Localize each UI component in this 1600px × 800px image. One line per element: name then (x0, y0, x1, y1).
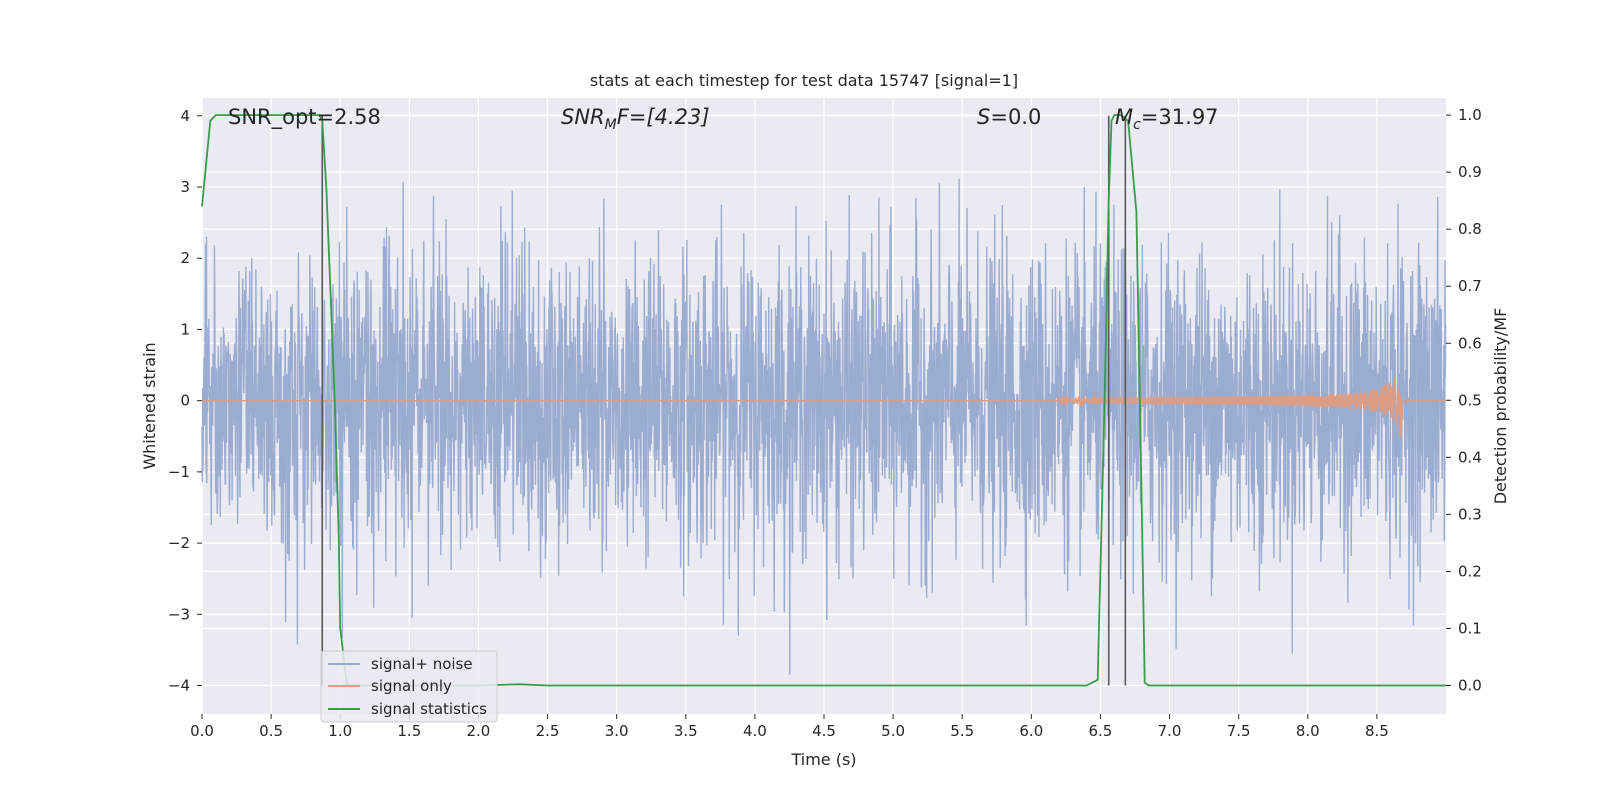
legend-label-noise: signal+ noise (371, 655, 473, 673)
x-tick-label-12: 6.0 (1019, 722, 1043, 740)
legend-label-signal: signal only (371, 677, 452, 695)
y-axis-ticks: 4 3 2 1 0 −1 −2 −3 −4 (168, 107, 202, 695)
y2-tick-label-8: 0.2 (1458, 562, 1482, 580)
y2-tick-label-7: 0.3 (1458, 505, 1482, 523)
x-tick-label-14: 7.0 (1158, 722, 1182, 740)
x-tick-label-17: 8.5 (1365, 722, 1389, 740)
chart-title: stats at each timestep for test data 157… (590, 71, 1018, 90)
y-axis-label: Whitened strain (140, 342, 159, 469)
y-tick-label-5: −1 (168, 463, 190, 481)
legend-label-stats: signal statistics (371, 700, 487, 718)
x-axis-label: Time (s) (790, 750, 856, 769)
noise-trace (201, 178, 1447, 675)
x-tick-label-3: 1.5 (397, 722, 421, 740)
y2-tick-label-9: 0.1 (1458, 619, 1482, 637)
x-tick-label-9: 4.5 (812, 722, 836, 740)
y-tick-label-3: 1 (180, 320, 190, 338)
y-tick-label-7: −3 (168, 605, 190, 623)
y2-tick-label-2: 0.8 (1458, 220, 1482, 238)
annotation-s: S=0.0 (977, 105, 1041, 129)
x-tick-label-8: 4.0 (743, 722, 767, 740)
x-tick-label-0: 0.0 (190, 722, 214, 740)
y2-tick-label-10: 0.0 (1458, 676, 1482, 694)
series-signal-only (202, 378, 1446, 440)
annotation-snr-mf: SNRMF=[4.23] (561, 105, 710, 133)
y2-axis-ticks: 1.0 0.9 0.8 0.7 0.6 0.5 0.4 0.3 0.2 0.1 0.0 (1446, 106, 1482, 694)
x-tick-label-4: 2.0 (467, 722, 491, 740)
y-tick-label-1: 3 (180, 178, 190, 196)
x-tick-label-7: 3.5 (674, 722, 698, 740)
legend: signal+ noise signal only signal statist… (320, 650, 498, 723)
x-tick-label-6: 3.0 (605, 722, 629, 740)
y2-tick-label-3: 0.7 (1458, 277, 1482, 295)
annotation-snr-opt: SNR_opt=2.58 (228, 105, 381, 130)
y2-tick-label-5: 0.5 (1458, 391, 1482, 409)
y-tick-label-4: 0 (180, 392, 190, 410)
y2-tick-label-0: 1.0 (1458, 106, 1482, 124)
series-signal-noise (201, 178, 1447, 675)
x-tick-label-10: 5.0 (881, 722, 905, 740)
y-tick-label-0: 4 (180, 107, 190, 125)
annotation-mc: Mc=31.97 (1115, 105, 1219, 133)
x-tick-label-1: 0.5 (259, 722, 283, 740)
x-axis-ticks: 0.0 0.5 1.0 1.5 2.0 2.5 3.0 3.5 4.0 4.5 5.0 5.5 6.0 6… (190, 714, 1389, 740)
signal-trace (202, 378, 1446, 440)
legend-box (320, 650, 498, 723)
series-signal-statistics (201, 114, 1446, 687)
y-tick-label-2: 2 (180, 249, 190, 267)
x-tick-label-13: 6.5 (1089, 722, 1113, 740)
y-tick-label-8: −4 (168, 677, 190, 695)
y-tick-label-6: −2 (168, 534, 190, 552)
y2-tick-label-4: 0.6 (1458, 334, 1482, 352)
x-tick-label-11: 5.5 (950, 722, 974, 740)
y2-tick-label-6: 0.4 (1458, 448, 1482, 466)
statistics-trace (201, 114, 1446, 687)
x-tick-label-15: 7.5 (1227, 722, 1251, 740)
y2-axis-label: Detection probability/MF (1491, 308, 1510, 505)
y2-tick-label-1: 0.9 (1458, 163, 1482, 181)
x-tick-label-16: 8.0 (1296, 722, 1320, 740)
x-tick-label-2: 1.0 (328, 722, 352, 740)
x-tick-label-5: 2.5 (536, 722, 560, 740)
